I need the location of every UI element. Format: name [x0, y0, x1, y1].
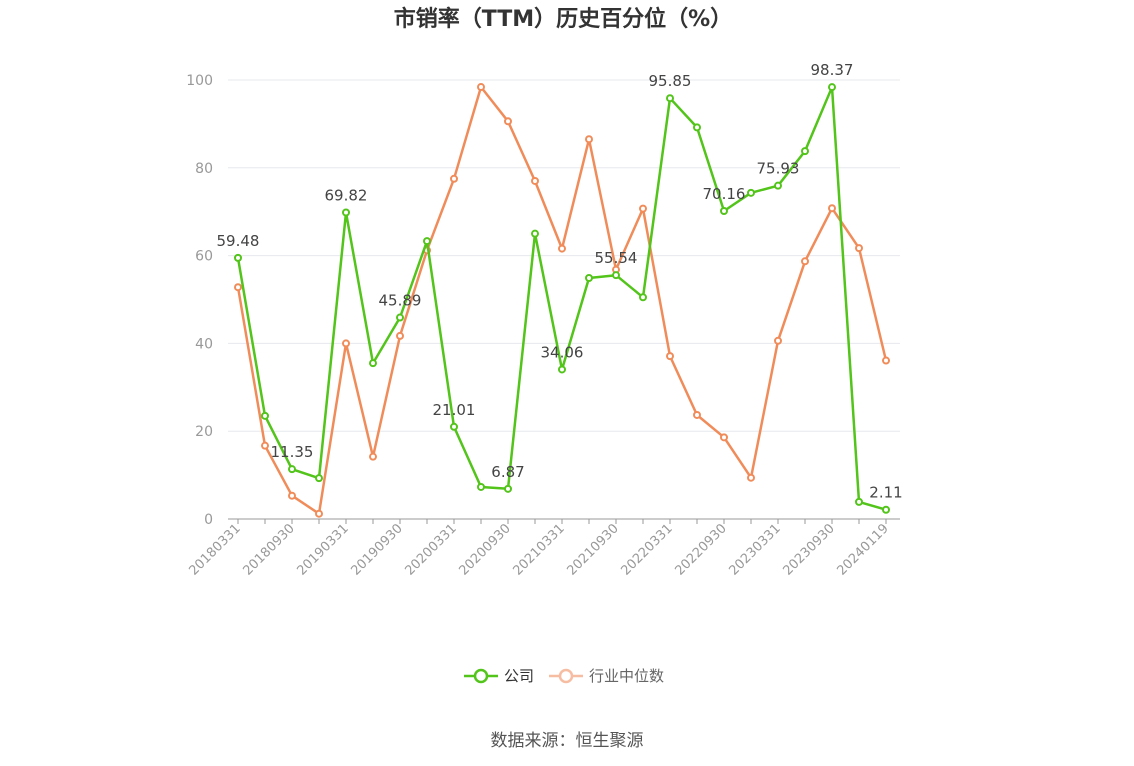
- data-label: 98.37: [811, 61, 854, 79]
- legend-item[interactable]: 公司: [464, 667, 534, 685]
- data-label: 21.01: [433, 401, 476, 419]
- x-tick-label: 20190331: [294, 521, 351, 578]
- legend-marker: [473, 668, 489, 684]
- data-point[interactable]: [396, 313, 404, 322]
- y-tick-label: 0: [204, 512, 213, 528]
- data-point[interactable]: [720, 433, 728, 442]
- data-label: 11.35: [271, 443, 314, 461]
- x-tick-label: 20180930: [240, 521, 297, 578]
- data-point[interactable]: [747, 188, 755, 197]
- data-point[interactable]: [234, 283, 242, 292]
- data-point[interactable]: [477, 482, 485, 491]
- data-label: 6.87: [491, 463, 524, 481]
- data-label: 75.93: [757, 160, 800, 178]
- data-point[interactable]: [315, 474, 323, 483]
- legend-label: 公司: [504, 667, 534, 685]
- data-point[interactable]: [801, 257, 809, 266]
- data-point[interactable]: [369, 452, 377, 461]
- data-point[interactable]: [774, 336, 782, 345]
- x-tick-label: 20200331: [402, 521, 459, 578]
- data-point[interactable]: [261, 441, 269, 450]
- data-point[interactable]: [261, 411, 269, 420]
- legend[interactable]: 公司 行业中位数: [464, 667, 664, 685]
- data-point[interactable]: [477, 83, 485, 92]
- data-point[interactable]: [504, 117, 512, 126]
- data-point[interactable]: [342, 208, 350, 217]
- data-point[interactable]: [828, 204, 836, 213]
- data-label: 70.16: [703, 185, 746, 203]
- data-point[interactable]: [558, 365, 566, 374]
- x-tick-label: 20180331: [186, 521, 243, 578]
- data-labels: 59.48 11.35 69.82 45.89 21.01 6.87 34.06 55.54 9…: [217, 61, 903, 502]
- series-line: [236, 85, 887, 511]
- data-label: 69.82: [325, 186, 368, 204]
- data-point[interactable]: [504, 484, 512, 493]
- series-行业中位数: [234, 83, 890, 518]
- data-point[interactable]: [882, 356, 890, 365]
- data-point[interactable]: [315, 509, 323, 518]
- x-tick-label: 20240119: [834, 521, 891, 578]
- y-tick-label: 20: [195, 424, 213, 440]
- data-label: 2.11: [869, 484, 902, 502]
- data-point[interactable]: [666, 94, 674, 103]
- data-point[interactable]: [828, 83, 836, 92]
- legend-item[interactable]: 行业中位数: [549, 667, 664, 685]
- data-source: 数据来源：恒生聚源: [491, 731, 644, 751]
- data-point[interactable]: [639, 204, 647, 213]
- data-point[interactable]: [855, 497, 863, 506]
- y-tick-label: 40: [195, 336, 213, 352]
- data-point[interactable]: [288, 491, 296, 500]
- data-point[interactable]: [288, 465, 296, 474]
- data-label: 95.85: [649, 72, 692, 90]
- x-tick-label: 20230930: [780, 521, 837, 578]
- data-point[interactable]: [747, 473, 755, 482]
- x-tick-label: 20190930: [348, 521, 405, 578]
- data-point[interactable]: [531, 229, 539, 238]
- data-point[interactable]: [693, 410, 701, 419]
- chart-title: 市销率（TTM）历史百分位（%）: [394, 6, 732, 32]
- data-point[interactable]: [585, 135, 593, 144]
- data-label: 59.48: [217, 232, 260, 250]
- x-tick-label: 20220930: [672, 521, 729, 578]
- data-point[interactable]: [801, 147, 809, 156]
- x-tick-label: 20200930: [456, 521, 513, 578]
- x-tick-label: 20210930: [564, 521, 621, 578]
- data-point[interactable]: [666, 352, 674, 361]
- data-point[interactable]: [720, 206, 728, 215]
- data-point[interactable]: [396, 331, 404, 340]
- data-point[interactable]: [450, 422, 458, 431]
- data-point[interactable]: [612, 271, 620, 280]
- data-point[interactable]: [450, 174, 458, 183]
- x-tick-label: 20230331: [726, 521, 783, 578]
- data-point[interactable]: [882, 505, 890, 514]
- y-axis: 0 20 40 60 80 100: [186, 73, 213, 528]
- data-point[interactable]: [855, 244, 863, 253]
- x-tick-label: 20210331: [510, 521, 567, 578]
- grid: [228, 79, 900, 520]
- data-point[interactable]: [693, 123, 701, 132]
- y-tick-label: 60: [195, 249, 213, 265]
- legend-label: 行业中位数: [589, 667, 664, 685]
- data-label: 55.54: [595, 249, 638, 267]
- data-point[interactable]: [234, 253, 242, 262]
- y-tick-label: 80: [195, 161, 213, 177]
- data-point[interactable]: [585, 273, 593, 282]
- x-tick-label: 20220331: [618, 521, 675, 578]
- series-layer: [234, 83, 890, 518]
- series-公司: [234, 83, 890, 514]
- data-point[interactable]: [558, 244, 566, 253]
- x-axis: 2018033120180930201903312019093020200331…: [186, 519, 892, 579]
- data-point[interactable]: [369, 359, 377, 368]
- data-label: 45.89: [379, 292, 422, 310]
- data-point[interactable]: [423, 237, 431, 246]
- series-line: [236, 85, 888, 515]
- data-point[interactable]: [342, 339, 350, 348]
- y-tick-label: 100: [186, 73, 213, 89]
- data-point[interactable]: [531, 176, 539, 185]
- data-label: 34.06: [541, 343, 584, 361]
- data-point[interactable]: [774, 181, 782, 190]
- legend-marker: [558, 668, 574, 684]
- data-point[interactable]: [639, 293, 647, 302]
